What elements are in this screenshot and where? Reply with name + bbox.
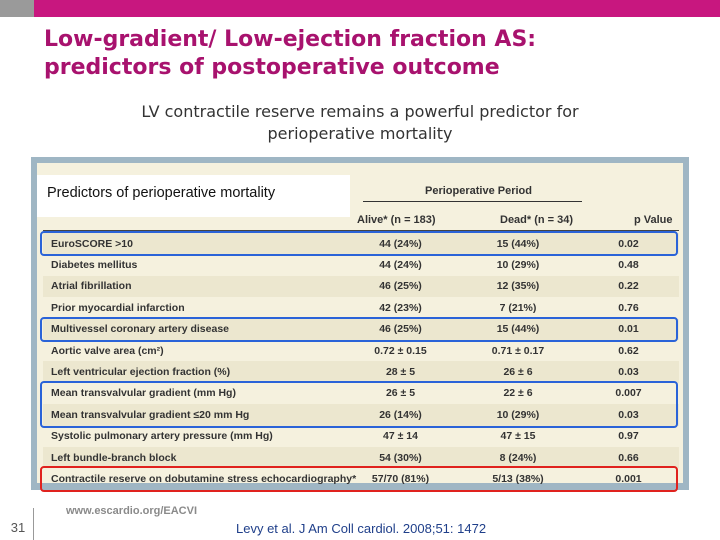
blue-highlight-box: [40, 316, 678, 342]
period-underline: [363, 201, 582, 202]
p-value: 0.02: [578, 233, 679, 255]
slide-title-line-2: predictors of postoperative outcome: [44, 55, 500, 80]
p-value: 0.66: [578, 446, 679, 469]
page-number: 31: [10, 520, 26, 535]
p-value-column-header: p Value: [634, 214, 673, 226]
p-value: 0.62: [618, 344, 639, 357]
dead-value: 8 (24%): [458, 446, 578, 469]
dead-value: 26 ± 6: [458, 361, 578, 383]
figure-caption-text: Predictors of perioperative mortality: [47, 185, 276, 201]
blue-highlight-box: [40, 380, 678, 428]
alive-value: 44 (24%): [343, 233, 458, 255]
row-label: Left ventricular ejection fraction (%): [43, 361, 343, 383]
row-label: Systolic pulmonary artery pressure (mm H…: [51, 430, 273, 443]
dead-value: 12 (35%): [458, 275, 578, 298]
row-label: Mean transvalvular gradient ≤20 mm Hg: [43, 404, 343, 426]
alive-value: 46 (25%): [343, 275, 458, 298]
alive-value: 44 (24%): [379, 259, 422, 272]
table-row: Mean transvalvular gradient (mm Hg) 26 ± …: [43, 383, 679, 404]
red-highlight-box: [40, 466, 678, 492]
alive-column-header: Alive* (n = 183): [357, 214, 436, 226]
citation: Levy et al. J Am Coll cardiol. 2008;51: …: [236, 521, 486, 536]
table-row: Atrial fibrillation 46 (25%) 12 (35%) 0.22: [43, 275, 679, 298]
table-figure: Perioperative Period Alive* (n = 183) De…: [31, 157, 689, 492]
dead-value: 10 (29%): [496, 259, 540, 272]
p-value: 0.76: [618, 301, 639, 314]
row-label: Mean transvalvular gradient (mm Hg): [51, 387, 236, 400]
p-value: 0.007: [615, 387, 642, 400]
p-value: 0.001: [615, 472, 642, 485]
row-label: Diabetes mellitus: [51, 259, 138, 272]
dead-value: 5/13 (38%): [492, 472, 544, 485]
p-value: 0.01: [578, 318, 679, 340]
row-label: Multivessel coronary artery disease: [43, 318, 343, 340]
table-figure-inner: Perioperative Period Alive* (n = 183) De…: [37, 163, 683, 485]
dead-value: 0.71 ± 0.17: [491, 344, 545, 357]
top-bar-magenta-block: [34, 0, 720, 17]
slide-subtitle: LV contractile reserve remains a powerfu…: [40, 101, 680, 145]
table-row: Left bundle-branch block 54 (30%) 8 (24%) 0…: [43, 446, 679, 469]
dead-value: 7 (21%): [499, 301, 537, 314]
alive-value: 0.72 ± 0.15: [374, 344, 427, 357]
row-label: Left bundle-branch block: [43, 446, 343, 469]
table-row: Prior myocardial infarction 42 (23%) 7 (21…: [43, 297, 679, 318]
table-row: Aortic valve area (cm²) 0.72 ± 0.15 0.71 ±…: [43, 340, 679, 361]
alive-value: 57/70 (81%): [371, 472, 430, 485]
footer-divider: [33, 508, 34, 540]
table-row: Diabetes mellitus 44 (24%) 10 (29%) 0.48: [43, 254, 679, 275]
website-link[interactable]: www.escardio.org/EACVI: [66, 505, 198, 517]
alive-value: 28 ± 5: [343, 361, 458, 383]
alive-value: 47 ± 14: [383, 430, 418, 443]
p-value: 0.97: [618, 430, 639, 443]
dead-value: 22 ± 6: [503, 387, 533, 400]
blue-highlight-box: [40, 231, 678, 257]
figure-caption: Predictors of perioperative mortality: [37, 175, 350, 217]
table-row: Contractile reserve on dobutamine stress…: [43, 468, 679, 489]
alive-value: 26 ± 5: [385, 387, 416, 400]
slide-title: Low-gradient/ Low-ejection fraction AS: …: [44, 26, 684, 82]
citation-reference: 2008;51: 1472: [399, 521, 487, 536]
row-label: Atrial fibrillation: [43, 275, 343, 298]
predictors-table: EuroSCORE >10 44 (24%) 15 (44%) 0.02 Diabete…: [43, 233, 679, 490]
row-label: Prior myocardial infarction: [51, 301, 185, 314]
top-bar: [0, 0, 720, 17]
row-label: Contractile reserve on dobutamine stress…: [51, 472, 357, 485]
row-label: EuroSCORE >10: [43, 233, 343, 255]
table-row: Systolic pulmonary artery pressure (mm H…: [43, 426, 679, 447]
header-divider: [43, 230, 679, 231]
p-value: 0.48: [618, 259, 639, 272]
dead-column-header: Dead* (n = 34): [500, 214, 574, 226]
alive-value: 26 (14%): [343, 404, 458, 426]
p-value: 0.03: [578, 404, 679, 426]
alive-value: 46 (25%): [343, 318, 458, 340]
table-row: Mean transvalvular gradient ≤20 mm Hg 26 …: [43, 404, 679, 426]
table-row: Multivessel coronary artery disease 46 (2…: [43, 318, 679, 340]
dead-value: 15 (44%): [458, 233, 578, 255]
period-heading: Perioperative Period: [425, 185, 532, 197]
alive-value: 54 (30%): [343, 446, 458, 469]
slide-subtitle-line-2: perioperative mortality: [267, 124, 453, 143]
p-value: 0.22: [578, 275, 679, 298]
row-label: Aortic valve area (cm²): [51, 344, 164, 357]
dead-value: 15 (44%): [458, 318, 578, 340]
table-row: Left ventricular ejection fraction (%) 28…: [43, 361, 679, 383]
alive-value: 42 (23%): [379, 301, 422, 314]
slide-subtitle-line-1: LV contractile reserve remains a powerfu…: [141, 102, 579, 121]
dead-value: 10 (29%): [458, 404, 578, 426]
slide-title-line-1: Low-gradient/ Low-ejection fraction AS:: [44, 27, 537, 52]
table-row: EuroSCORE >10 44 (24%) 15 (44%) 0.02: [43, 233, 679, 255]
top-bar-grey-block: [0, 0, 34, 17]
citation-authors: Levy et al. J Am Coll cardiol.: [236, 521, 400, 536]
dead-value: 47 ± 15: [500, 430, 536, 443]
p-value: 0.03: [578, 361, 679, 383]
